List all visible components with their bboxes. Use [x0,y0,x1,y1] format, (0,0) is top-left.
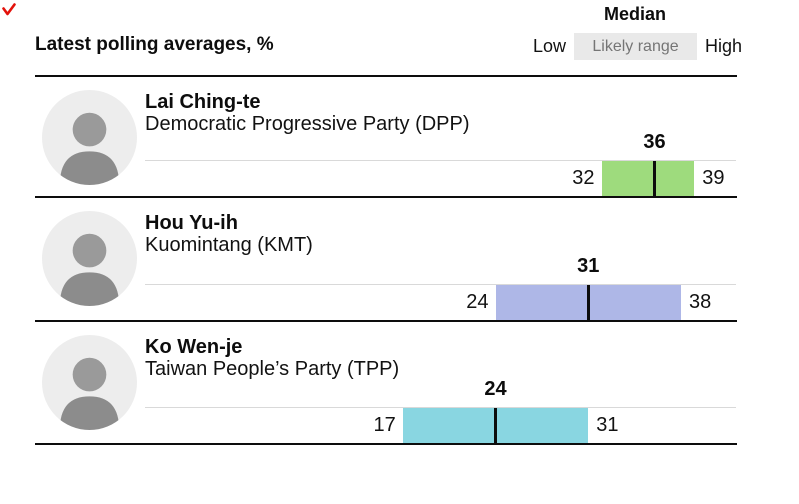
low-value-label: 32 [572,167,595,189]
low-value-label: 17 [373,414,396,436]
bar-baseline [145,407,736,408]
bar-baseline [145,160,736,161]
candidate-row-lai: Lai Ching-te Democratic Progressive Part… [0,77,799,198]
legend-median-label: Median [603,4,667,24]
median-marker [653,161,656,196]
candidate-party: Kuomintang (KMT) [145,234,313,256]
legend-likely-range-box: Likely range [574,33,697,60]
high-value-label: 31 [596,414,619,436]
candidate-name: Hou Yu-ih [145,212,238,234]
low-value-label: 24 [466,291,489,313]
candidate-name: Lai Ching-te [145,91,261,113]
likely-range-bar [601,161,695,196]
median-value-label: 24 [484,378,507,400]
legend-likely-range-label: Likely range [592,37,679,55]
median-value-label: 36 [643,131,666,153]
median-value-label: 31 [577,255,600,277]
high-value-label: 39 [702,167,725,189]
median-marker [586,285,590,320]
legend-high-label: High [705,36,743,56]
header-divider [35,75,737,77]
legend-low-label: Low [532,36,566,56]
candidate-photo [42,335,137,430]
candidate-row-hou: Hou Yu-ih Kuomintang (KMT) 24 38 31 [0,198,799,322]
high-value-label: 38 [689,291,712,313]
candidate-photo [42,211,137,306]
median-marker [494,408,497,443]
chart-title: Latest polling averages, % [35,34,274,55]
bar-baseline [145,284,736,285]
candidate-party: Democratic Progressive Party (DPP) [145,113,470,135]
candidate-name: Ko Wen-je [145,336,243,358]
candidate-row-ko: Ko Wen-je Taiwan People’s Party (TPP) 17… [0,322,799,445]
brand-red-tick-icon [2,3,16,16]
candidate-photo [42,90,137,185]
candidate-party: Taiwan People’s Party (TPP) [145,358,400,380]
